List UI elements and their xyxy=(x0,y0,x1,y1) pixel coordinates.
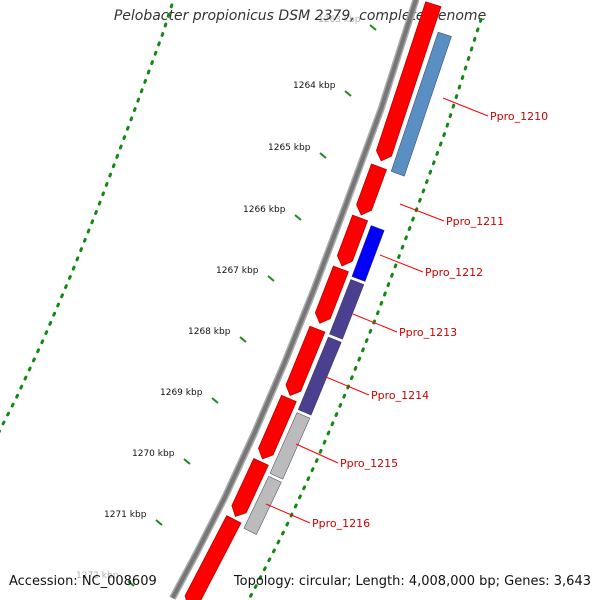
forward-gene xyxy=(231,457,269,517)
forward-strand-genes xyxy=(184,1,442,600)
scale-ticks: 1263 kbp 1264 kbp 1265 kbp 1266 kbp 1267 kbp… xyxy=(76,15,377,587)
tick-label: 1266 kbp xyxy=(243,205,286,215)
gene-label-leader xyxy=(352,313,398,333)
gene-label-leader xyxy=(379,254,424,273)
tick-label: 1264 kbp xyxy=(293,81,336,91)
reverse-gene xyxy=(390,31,452,177)
accession-label: Accession: NC_008609 xyxy=(9,574,157,589)
tick-label: 1268 kbp xyxy=(188,327,231,337)
genome-backbone xyxy=(170,0,418,600)
forward-gene xyxy=(184,515,242,600)
reverse-gene xyxy=(269,412,311,480)
topology-label: Topology: circular; Length: 4,008,000 bp… xyxy=(233,574,591,589)
tick-label: 1270 kbp xyxy=(132,449,175,459)
gene-label-leader xyxy=(295,443,339,464)
forward-gene xyxy=(356,163,387,216)
reverse-gene xyxy=(329,279,365,340)
gene-label-leader xyxy=(399,203,445,222)
gene-label: Ppro_1211 xyxy=(446,215,504,228)
outer-dotted-track xyxy=(0,0,176,434)
tick-mark xyxy=(155,519,163,526)
gene-label: Ppro_1214 xyxy=(371,389,429,402)
reverse-gene xyxy=(351,225,385,282)
gene-label-leader xyxy=(265,503,311,524)
forward-gene xyxy=(336,214,369,267)
gene-label: Ppro_1216 xyxy=(312,517,370,530)
gene-label: Ppro_1210 xyxy=(490,110,548,123)
tick-label: 1272 kbp xyxy=(76,571,119,581)
reverse-gene xyxy=(297,336,342,416)
gene-label: Ppro_1215 xyxy=(340,457,398,470)
tick-label: 1269 kbp xyxy=(160,388,203,398)
gene-labels: Ppro_1210 Ppro_1211 Ppro_1212 Ppro_1213 Ppro… xyxy=(265,97,548,530)
tick-label: 1263 kbp xyxy=(318,15,361,25)
tick-label: 1271 kbp xyxy=(104,510,147,520)
tick-mark xyxy=(294,214,302,221)
tick-mark xyxy=(127,580,135,587)
forward-gene xyxy=(258,394,297,460)
tick-label: 1265 kbp xyxy=(268,143,311,153)
forward-gene xyxy=(314,265,349,324)
gene-label-leader xyxy=(442,97,489,117)
inner-dotted-track xyxy=(246,17,483,600)
gene-label: Ppro_1213 xyxy=(399,326,457,339)
map-title: Pelobacter propionicus DSM 2379, complet… xyxy=(113,8,487,24)
tick-mark xyxy=(319,152,327,159)
tick-mark xyxy=(267,275,275,282)
tick-mark xyxy=(239,336,247,343)
reverse-gene xyxy=(243,475,282,535)
tick-mark xyxy=(211,397,219,404)
reverse-strand-genes xyxy=(243,31,452,535)
gene-label-leader xyxy=(325,376,370,396)
tick-mark xyxy=(183,458,191,465)
forward-gene xyxy=(376,1,442,162)
gene-label: Ppro_1212 xyxy=(425,266,483,279)
tick-mark xyxy=(344,90,352,97)
tick-mark xyxy=(369,24,377,31)
tick-label: 1267 kbp xyxy=(216,266,259,276)
forward-gene xyxy=(285,325,326,397)
